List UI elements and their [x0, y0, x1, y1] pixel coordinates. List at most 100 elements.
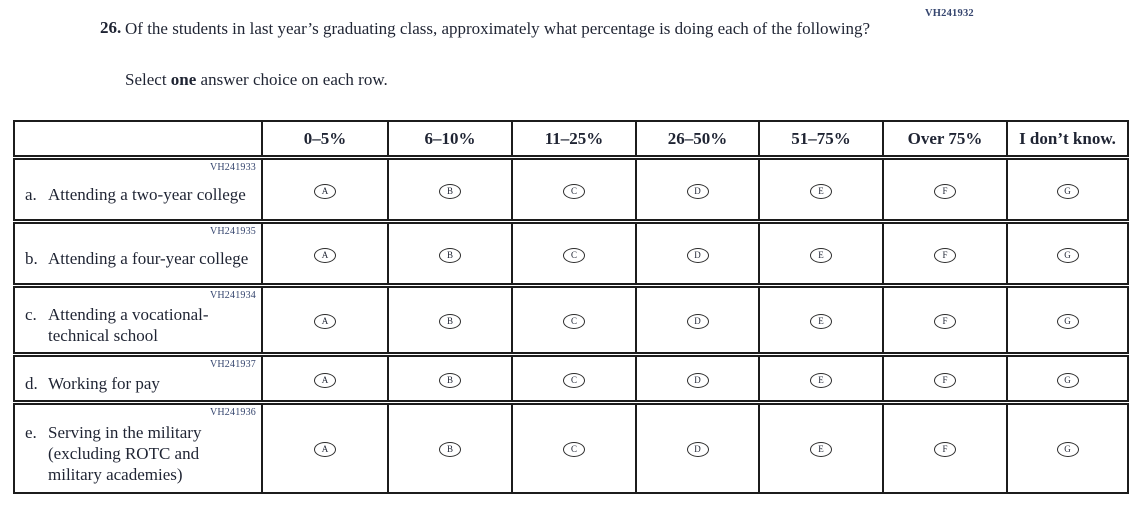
answer-bubble[interactable]: C	[563, 247, 585, 263]
response-matrix-table: 0–5% 6–10% 11–25% 26–50% 51–75% Over 75%…	[13, 120, 1129, 494]
option-cell: G	[1006, 354, 1128, 403]
answer-bubble[interactable]: E	[810, 183, 832, 199]
answer-bubble[interactable]: C	[563, 183, 585, 199]
answer-bubble[interactable]: F	[934, 314, 956, 329]
column-header-51-75: 51–75%	[758, 121, 883, 158]
answer-bubble[interactable]: B	[439, 372, 461, 388]
option-cell: E	[758, 285, 883, 355]
answer-bubble[interactable]: G	[1056, 372, 1079, 388]
row-prefix: a.	[25, 185, 37, 204]
header-row: 0–5% 6–10% 11–25% 26–50% 51–75% Over 75%…	[14, 121, 1128, 158]
row-label-cell: VH241933 a. Attending a two-year college	[14, 158, 262, 222]
answer-bubble[interactable]: A	[314, 314, 336, 329]
option-cell: D	[635, 402, 759, 493]
question-number: 26.	[100, 18, 122, 37]
row-prefix: e.	[25, 422, 37, 442]
answer-bubble[interactable]: B	[439, 183, 461, 199]
answer-bubble[interactable]: C	[563, 372, 585, 388]
answer-bubble[interactable]: D	[686, 247, 709, 263]
instruction-suffix: answer choice on each row.	[196, 70, 388, 89]
question-block: 26. Of the students in last year’s gradu…	[100, 18, 890, 40]
option-cell: B	[387, 221, 512, 286]
option-cell: F	[882, 221, 1007, 286]
row-label-cell: VH241934 c. Attending a vocational-techni…	[14, 286, 262, 355]
option-cell: F	[882, 285, 1007, 355]
instruction-prefix: Select	[125, 70, 171, 89]
option-cell: D	[635, 354, 759, 403]
table-row-b: VH241935 b. Attending a four-year college…	[14, 221, 1128, 286]
answer-bubble[interactable]: E	[810, 372, 832, 388]
option-cell: A	[261, 157, 388, 222]
option-cell: C	[511, 402, 636, 493]
column-header-over-75: Over 75%	[882, 121, 1007, 158]
answer-bubble[interactable]: E	[810, 442, 832, 458]
row-code: VH241937	[209, 359, 256, 370]
option-cell: B	[387, 157, 512, 222]
answer-bubble[interactable]: D	[686, 183, 709, 199]
option-cell: E	[758, 221, 883, 286]
answer-bubble[interactable]: A	[314, 247, 336, 263]
answer-bubble[interactable]: C	[563, 314, 585, 329]
answer-bubble[interactable]: A	[314, 183, 336, 199]
answer-bubble[interactable]: A	[314, 442, 336, 458]
row-prefix: b.	[25, 249, 38, 268]
header-empty-cell	[14, 121, 262, 158]
answer-bubble[interactable]: D	[686, 372, 709, 388]
row-prefix: d.	[25, 374, 38, 393]
answer-bubble[interactable]: B	[439, 314, 461, 329]
answer-bubble[interactable]: D	[686, 442, 709, 458]
answer-bubble[interactable]: C	[563, 442, 585, 458]
row-prefix: c.	[25, 305, 37, 324]
option-cell: B	[387, 402, 512, 493]
option-cell: B	[387, 354, 512, 403]
option-cell: A	[261, 285, 388, 355]
row-label: Serving in the military (excluding ROTC …	[48, 422, 202, 484]
row-code: VH241936	[209, 407, 256, 418]
option-cell: C	[511, 285, 636, 355]
row-label-cell: VH241937 d. Working for pay	[14, 355, 262, 403]
option-cell: F	[882, 402, 1007, 493]
option-cell: G	[1006, 221, 1128, 286]
answer-bubble[interactable]: G	[1056, 247, 1079, 263]
option-cell: D	[635, 285, 759, 355]
answer-bubble[interactable]: A	[314, 372, 336, 388]
answer-bubble[interactable]: F	[934, 442, 956, 458]
option-cell: A	[261, 221, 388, 286]
row-label-cell: VH241935 b. Attending a four-year college	[14, 222, 262, 286]
option-cell: G	[1006, 157, 1128, 222]
answer-bubble[interactable]: F	[934, 247, 956, 263]
row-label: Attending a four-year college	[48, 249, 249, 268]
answer-bubble[interactable]: E	[810, 314, 832, 329]
answer-bubble[interactable]: B	[439, 442, 461, 458]
answer-bubble[interactable]: F	[934, 372, 956, 388]
column-header-26-50: 26–50%	[635, 121, 759, 158]
row-code: VH241935	[209, 226, 256, 237]
row-label: Attending a two-year college	[48, 185, 246, 204]
row-label-cell: VH241936 e. Serving in the military (excl…	[14, 403, 262, 493]
option-cell: E	[758, 402, 883, 493]
answer-bubble[interactable]: E	[810, 247, 832, 263]
row-code: VH241934	[209, 290, 256, 301]
option-cell: C	[511, 354, 636, 403]
answer-bubble[interactable]: F	[934, 183, 956, 199]
option-cell: D	[635, 157, 759, 222]
answer-bubble[interactable]: G	[1056, 442, 1079, 458]
column-header-dont-know: I don’t know.	[1006, 121, 1128, 158]
column-header-11-25: 11–25%	[511, 121, 636, 158]
row-code: VH241933	[209, 162, 256, 173]
column-header-0-5: 0–5%	[261, 121, 388, 158]
form-accession-code: VH241932	[925, 8, 974, 19]
answer-bubble[interactable]: G	[1056, 183, 1079, 199]
option-cell: B	[387, 285, 512, 355]
column-header-6-10: 6–10%	[387, 121, 512, 158]
instruction-text: Select one answer choice on each row.	[125, 70, 388, 90]
option-cell: C	[511, 157, 636, 222]
answer-bubble[interactable]: D	[686, 314, 709, 329]
option-cell: G	[1006, 285, 1128, 355]
option-cell: A	[261, 402, 388, 493]
answer-bubble[interactable]: B	[439, 247, 461, 263]
row-label: Working for pay	[48, 374, 160, 393]
option-cell: D	[635, 221, 759, 286]
answer-bubble[interactable]: G	[1056, 314, 1079, 329]
question-text: Of the students in last year’s graduatin…	[125, 19, 871, 38]
